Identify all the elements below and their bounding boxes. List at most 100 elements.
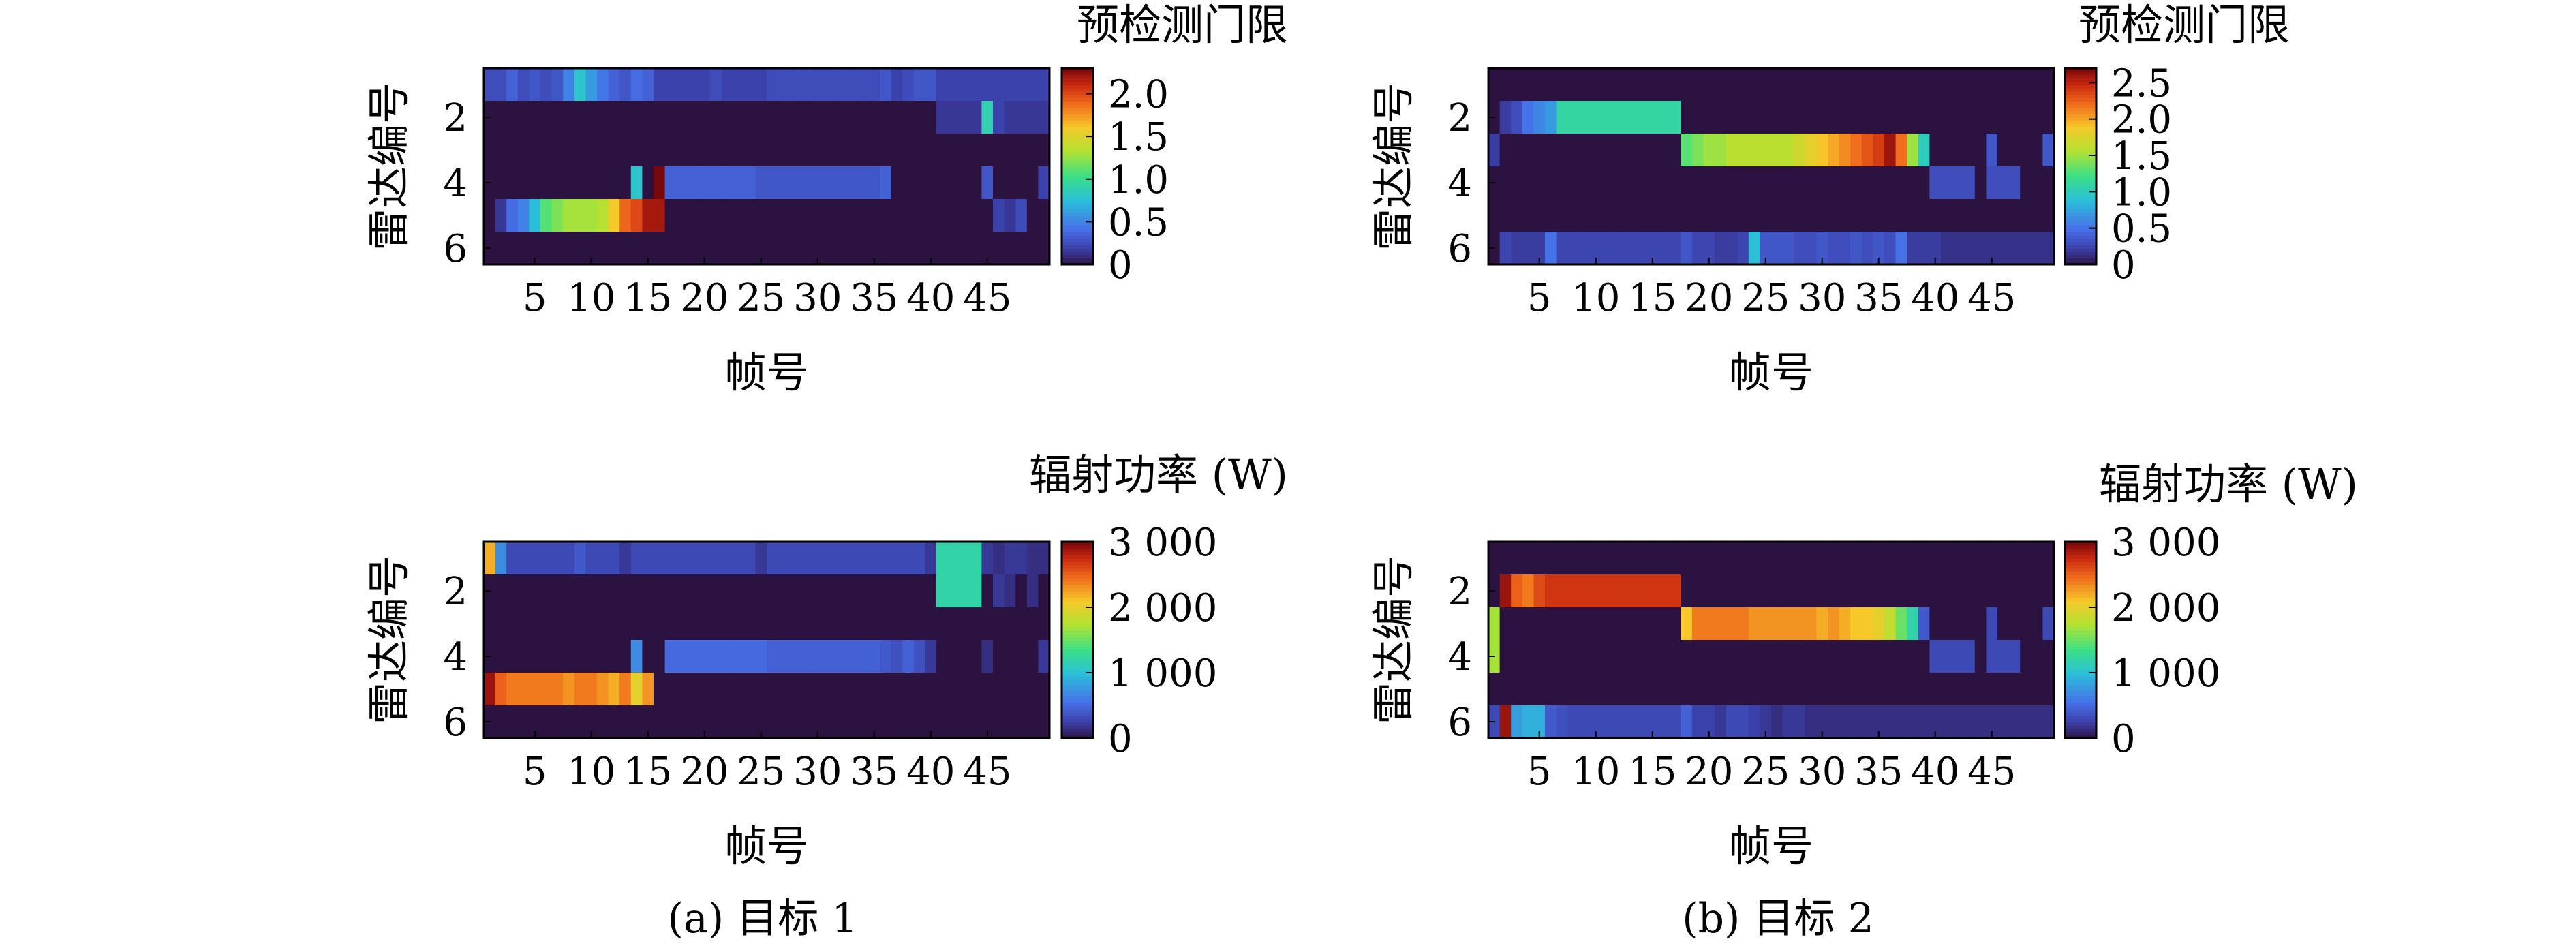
heatmap-cell [1997,68,2010,102]
heatmap-cell [1601,232,1614,265]
heatmap-cell [1015,232,1028,265]
heatmap-cell [880,673,892,706]
heatmap-cell [755,705,767,739]
heatmap-cell [1771,101,1783,134]
heatmap-cell [1669,199,1681,232]
heatmap-cell [902,673,915,706]
heatmap-cell [1907,673,1919,706]
heatmap-cell [1612,542,1625,575]
heatmap-cell [981,607,994,641]
heatmap-cell [1567,640,1580,673]
heatmap-cell [2008,68,2021,102]
heatmap-cell [1726,68,1738,102]
heatmap-cell [1941,607,1953,641]
heatmap-cell [1715,166,1727,200]
colorbar-segment [2065,613,2096,618]
heatmap-cell [1997,166,2010,200]
heatmap-cell [857,705,869,739]
heatmap-cell [1794,134,1806,167]
heatmap-cell [1884,574,1897,608]
heatmap-cell [1567,574,1580,608]
heatmap-cell [517,101,530,134]
heatmap-cell [1635,640,1647,673]
heatmap-cell [2008,705,2021,739]
heatmap-cell [710,134,722,167]
heatmap-cell [1635,166,1647,200]
heatmap-cell [868,68,880,102]
heatmap-cell [1703,607,1715,641]
heatmap-cell [529,705,541,739]
heatmap-cell [1748,134,1760,167]
heatmap-cell [721,542,733,575]
colorbar-segment [2065,123,2096,128]
heatmap-cell [1635,607,1647,641]
heatmap-cell [891,673,903,706]
heatmap-cell [925,199,937,232]
heatmap-cell [743,68,756,102]
heatmap-cell [834,101,846,134]
colorbar-segment [2065,705,2096,709]
heatmap-cell [563,542,575,575]
heatmap-cell [1681,134,1693,167]
colorbar-segment [2065,159,2096,164]
heatmap-cell [1794,640,1806,673]
heatmap-cell [936,607,949,641]
heatmap-cell [1715,68,1727,102]
heatmap-cell [506,134,519,167]
heatmap-cell [755,199,767,232]
heatmap-cell [880,574,892,608]
heatmap-cell [1963,199,1976,232]
heatmap-cell [2008,673,2021,706]
heatmap-cell [1522,705,1534,739]
heatmap-cell [597,101,609,134]
heatmap-cell [495,673,507,706]
heatmap-cell [563,673,575,706]
heatmap-cell [484,542,496,575]
colorbar-segment [2065,577,2096,582]
plot-frame [1487,540,2055,739]
colorbar-segment [1062,637,1093,641]
colorbar-segment [1062,218,1093,223]
heatmap-cell [597,166,609,200]
heatmap-cell [1794,232,1806,265]
heatmap-cell [959,640,971,673]
heatmap-cell [608,607,620,641]
heatmap-cell [1015,705,1028,739]
heatmap-cell [1726,574,1738,608]
heatmap-cell [755,574,767,608]
heatmap-cell [743,134,756,167]
y-tick-label: 2 [443,96,467,140]
heatmap-cell [1895,542,1907,575]
heatmap-cell [1669,166,1681,200]
heatmap-cell [1805,574,1817,608]
chart-title: 预检测门限 [2079,0,2290,50]
heatmap-cell [1884,166,1897,200]
heatmap-cell [1004,705,1016,739]
heatmap-cell [947,607,960,641]
heatmap-cell [1907,68,1919,102]
heatmap-cell [1941,101,1953,134]
colorbar-segment [2065,179,2096,183]
heatmap-cell [1004,232,1016,265]
x-tick-label: 15 [624,750,672,794]
heatmap-cell [936,166,949,200]
heatmap-cell [959,68,971,102]
heatmap-cell [1873,68,1885,102]
heatmap-cell [721,640,733,673]
colorbar-segment [1062,708,1093,713]
colorbar-segment [1062,662,1093,667]
heatmap-cell [1986,199,1998,232]
colorbar-segment [1062,192,1093,196]
heatmap-cell [2042,68,2055,102]
heatmap-cell [880,705,892,739]
heatmap-cell [551,705,564,739]
heatmap-cell [619,705,632,739]
heatmap-cell [993,574,1005,608]
heatmap-cell [563,166,575,200]
heatmap-cell [1004,607,1016,641]
heatmap-cell [812,542,824,575]
y-axis-label: 雷达编号 [1368,82,1418,251]
heatmap-cell [495,199,507,232]
heatmap-cell [654,68,666,102]
heatmap-cell [1646,199,1659,232]
